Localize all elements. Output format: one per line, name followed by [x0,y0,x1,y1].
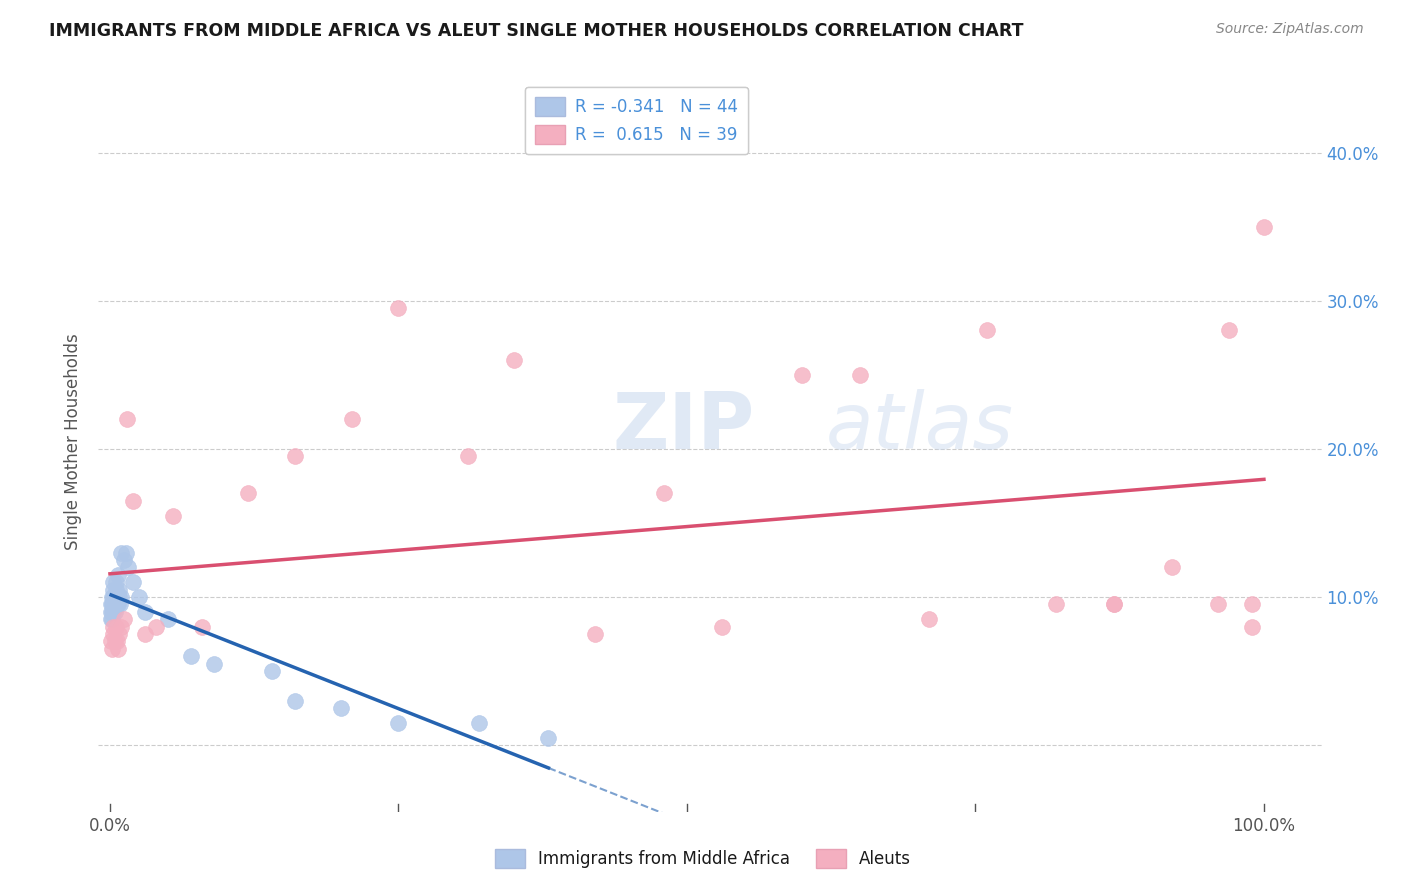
Point [105,598,128,612]
Text: atlas: atlas [827,389,1014,465]
Point [103,598,125,612]
Point [107,598,129,612]
Point [103,605,125,619]
Point [652,486,675,500]
Point [105,590,128,604]
Point [849,368,872,382]
Point [112,612,135,626]
Point [101,612,124,626]
Legend: R = -0.341   N = 44, R =  0.615   N = 39: R = -0.341 N = 44, R = 0.615 N = 39 [524,87,748,154]
Point [1253,219,1275,234]
Point [117,412,139,426]
Point [260,664,283,678]
Point [110,590,132,604]
Text: ZIP: ZIP [612,389,755,465]
Point [100,598,122,612]
Point [387,301,409,316]
Point [104,575,127,590]
Legend: Immigrants from Middle Africa, Aleuts: Immigrants from Middle Africa, Aleuts [488,842,918,875]
Point [162,508,184,523]
Point [502,353,524,368]
Point [103,590,125,604]
Point [128,590,150,604]
Point [1206,598,1229,612]
Point [1241,619,1264,633]
Point [110,619,132,633]
Point [101,590,124,604]
Text: Source: ZipAtlas.com: Source: ZipAtlas.com [1216,22,1364,37]
Point [110,545,132,560]
Point [104,619,127,633]
Point [156,612,179,626]
Point [108,582,131,597]
Point [100,605,122,619]
Point [108,590,131,604]
Point [104,590,127,604]
Point [238,486,260,500]
Point [101,641,124,656]
Point [103,598,125,612]
Point [1160,560,1182,574]
Point [1102,598,1125,612]
Point [191,619,214,633]
Point [1102,598,1125,612]
Point [1218,324,1240,338]
Point [103,575,125,590]
Point [329,701,352,715]
Point [284,694,307,708]
Point [583,627,606,641]
Point [103,605,125,619]
Point [103,634,125,648]
Point [110,598,132,612]
Point [104,598,127,612]
Point [104,582,127,597]
Point [103,582,125,597]
Point [134,605,156,619]
Point [107,590,129,604]
Point [976,324,998,338]
Point [1241,598,1264,612]
Point [1045,598,1067,612]
Point [107,567,129,582]
Point [107,641,129,656]
Point [103,619,125,633]
Point [117,560,139,574]
Point [342,412,364,426]
Point [918,612,941,626]
Point [537,731,560,745]
Point [457,450,479,464]
Point [145,619,167,633]
Point [101,598,124,612]
Point [112,553,135,567]
Point [710,619,733,633]
Point [468,715,491,730]
Point [100,634,122,648]
Point [101,605,124,619]
Point [792,368,814,382]
Text: IMMIGRANTS FROM MIDDLE AFRICA VS ALEUT SINGLE MOTHER HOUSEHOLDS CORRELATION CHAR: IMMIGRANTS FROM MIDDLE AFRICA VS ALEUT S… [49,22,1024,40]
Point [122,493,145,508]
Point [284,450,307,464]
Point [108,627,131,641]
Point [387,715,409,730]
Point [180,649,202,664]
Point [105,634,128,648]
Point [115,545,138,560]
Point [103,590,125,604]
Y-axis label: Single Mother Households: Single Mother Households [65,334,83,549]
Point [100,612,122,626]
Point [202,657,225,671]
Point [134,627,156,641]
Point [103,627,125,641]
Point [122,575,145,590]
